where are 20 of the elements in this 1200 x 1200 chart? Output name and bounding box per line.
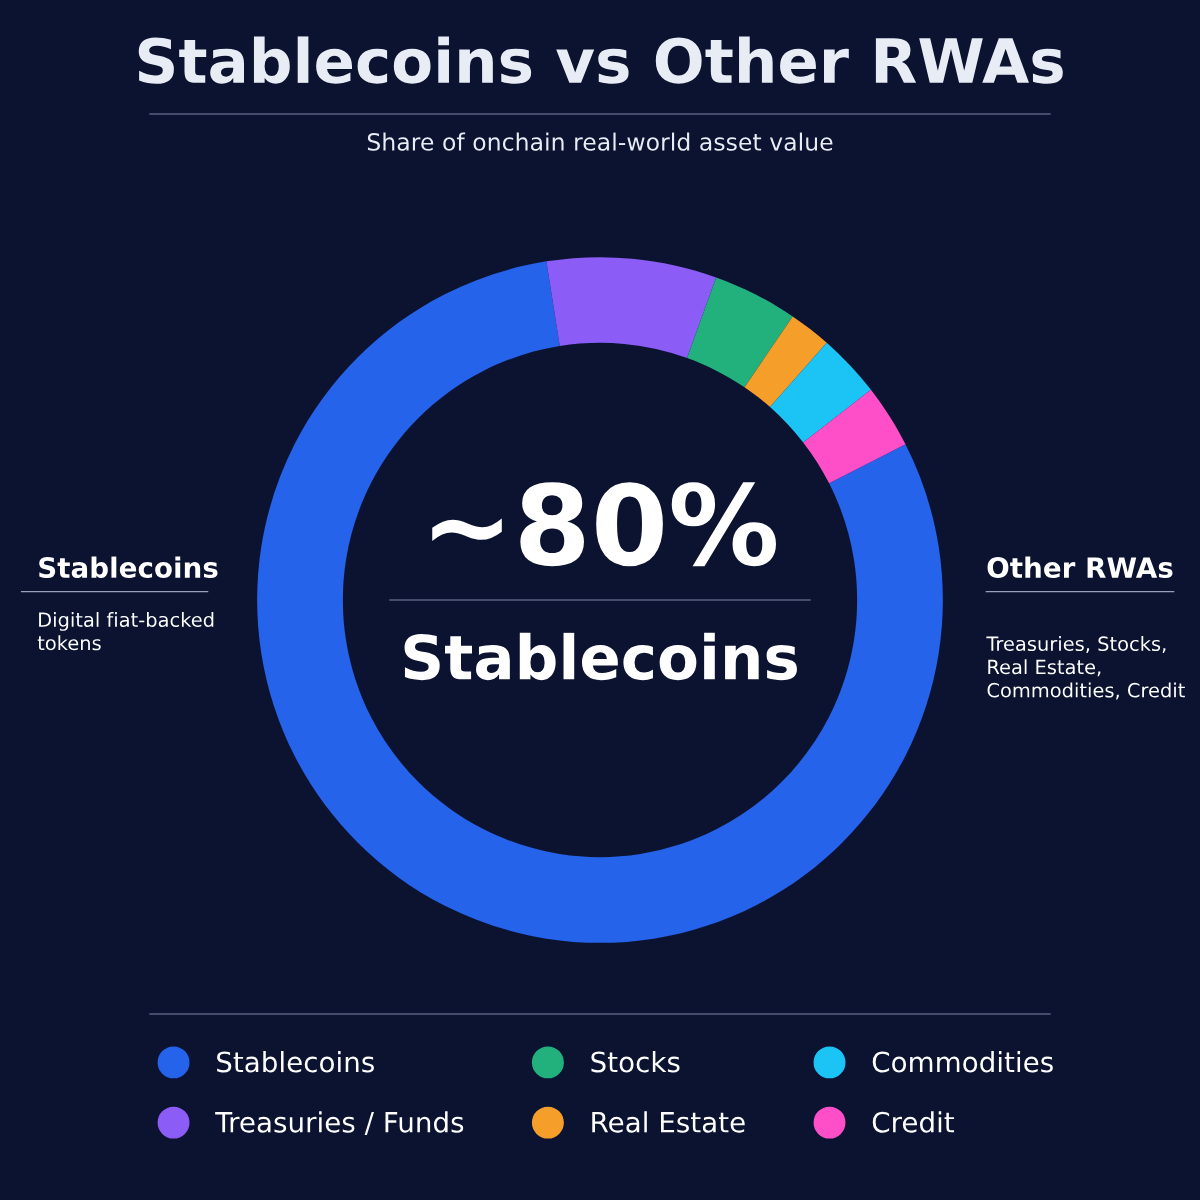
text: Digital fiat-backed tokens (37, 612, 214, 651)
donut-slice (546, 257, 717, 359)
text: ~80% (432, 482, 776, 567)
text: Stablecoins (39, 556, 218, 579)
donut-slice (770, 342, 871, 443)
donut-slice (687, 277, 793, 388)
donut-slice (744, 316, 827, 408)
donut-slice (803, 389, 906, 484)
legend-label: Real Estate (592, 1111, 745, 1133)
chart-subtitle: Share of onchain real-world asset value (367, 132, 833, 151)
text: Treasuries, Stocks, Real Estate, Commodities, Credit (986, 636, 1185, 700)
text: Other RWAs (987, 556, 1173, 579)
text: Stablecoins (404, 632, 797, 681)
donut-slice (257, 261, 943, 943)
legend-label: Credit (872, 1111, 955, 1133)
legend-label: Treasuries / Funds (215, 1111, 464, 1135)
chart-title: Stablecoins vs Other RWAs (138, 36, 1063, 84)
legend-label: Commodities (872, 1051, 1053, 1073)
legend-label: Stocks (591, 1051, 680, 1073)
legend-label: Stablecoins (217, 1051, 374, 1073)
